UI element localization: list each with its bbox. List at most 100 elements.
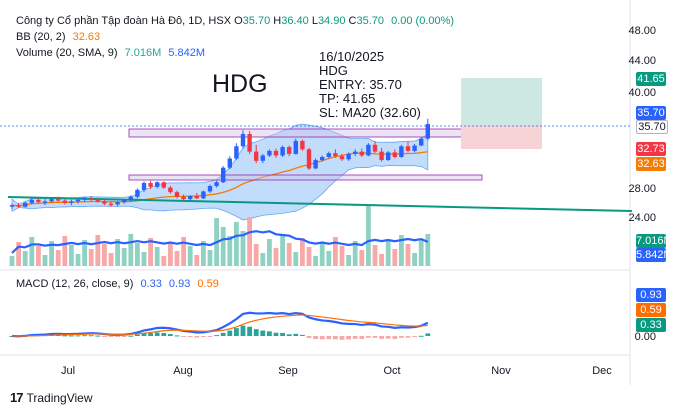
macd-histogram-bar [148, 332, 153, 336]
volume-bar [187, 246, 193, 266]
note-ticker: HDG [319, 63, 348, 78]
macd-histogram-bar [240, 325, 246, 336]
macd-histogram-bar [405, 336, 411, 338]
macd-signal-line [11, 314, 428, 337]
macd-histogram-bar [319, 336, 325, 340]
macd-histogram-bar [115, 336, 120, 337]
macd-histogram-bar [181, 336, 186, 337]
macd-histogram-bar [75, 335, 81, 337]
candle-body [62, 200, 67, 203]
candle-body [234, 146, 239, 159]
candle-body [135, 189, 140, 197]
legend-bb[interactable]: BB (20, 2) 32.63 [16, 30, 100, 44]
volume-bar [42, 255, 48, 266]
candle-body [23, 202, 28, 207]
volume-bar [240, 231, 246, 266]
volume-bar [62, 236, 68, 266]
macd-histogram-bar [379, 336, 384, 339]
macd-histogram-bar [339, 336, 345, 340]
macd-histogram-bar [194, 336, 200, 338]
volume-bar [102, 244, 107, 266]
ohlc-value: 36.40 [281, 15, 312, 27]
volume-bar [220, 227, 226, 266]
candle-body [405, 146, 411, 151]
volume-bar [148, 238, 153, 266]
macd-histogram-bar [385, 336, 391, 339]
macd-histogram-bar [326, 336, 332, 340]
candle-body [29, 199, 34, 203]
macd-histogram-bar [418, 335, 424, 337]
support-zone [128, 174, 483, 181]
volume-bar [9, 256, 15, 266]
candle-body [69, 201, 74, 203]
volume-bar [108, 253, 114, 266]
candle-body [399, 146, 404, 157]
volume-bar [372, 245, 378, 266]
macd-histogram-bar [168, 334, 173, 336]
volume-bar [22, 251, 28, 266]
volume-sma-value: 5.842M [168, 47, 206, 59]
candle-body [300, 140, 305, 150]
volume-badge: 7.016M [636, 234, 673, 248]
macd-histogram-bar [102, 336, 107, 337]
macd-histogram-bar [95, 335, 101, 337]
tradingview-brand[interactable]: 17 TradingView [10, 390, 93, 405]
candle-body [287, 147, 292, 154]
legend-macd[interactable]: MACD (12, 26, close, 9) 0.33 0.93 0.59 [16, 277, 219, 291]
macd-signal-badge: 0.93 [636, 288, 666, 302]
volume-bar [194, 255, 200, 266]
candle-body [56, 199, 61, 201]
candle-body [267, 150, 272, 156]
macd-histogram-bar [161, 332, 167, 336]
bb-mid-badge: 32.63 [636, 157, 666, 171]
macd-line-badge: 0.33 [636, 318, 666, 332]
volume-bar [55, 250, 61, 266]
volume-value: 7.016M [124, 47, 162, 59]
volume-bar [234, 222, 239, 266]
macd-histogram-bar [286, 334, 292, 336]
volume-bar [418, 239, 424, 266]
macd-histogram-bar [128, 335, 134, 337]
note-sl: SL: MA20 (32.60) [319, 105, 421, 120]
x-tick: Dec [592, 365, 612, 377]
big-ticker-label: HDG [212, 70, 268, 98]
candle-body [379, 151, 384, 161]
macd-histogram-bar [399, 336, 404, 338]
volume-bar [69, 245, 74, 266]
note-entry: ENTRY: 35.70 [319, 77, 402, 92]
x-tick: Nov [491, 365, 511, 377]
note-tp: TP: 41.65 [319, 91, 376, 106]
volume-bar [128, 234, 134, 266]
volume-bar [333, 237, 338, 266]
macd-histogram-bar [121, 336, 127, 337]
candle-body [188, 196, 193, 200]
ohlc-values: O35.70 H36.40 L34.90 C35.70 [234, 15, 387, 27]
volume-bar [75, 254, 81, 266]
candle-body [95, 199, 100, 202]
candle-body [313, 160, 318, 169]
macd-histogram-bar [88, 335, 94, 337]
candle-body [161, 182, 166, 188]
macd-histogram-bar [313, 336, 318, 340]
candle-body [194, 196, 199, 199]
trend-line [7, 196, 633, 212]
candle-body [42, 201, 48, 203]
volume-bar [280, 234, 285, 266]
volume-bar [174, 251, 180, 266]
candle-body [306, 149, 312, 169]
bollinger-band [11, 123, 429, 221]
macd-histogram-bar [293, 333, 299, 336]
candle-body [174, 192, 180, 197]
volume-bar [161, 256, 167, 266]
legend-volume[interactable]: Volume (20, SMA, 9) 7.016M 5.842M [16, 46, 205, 60]
macd-histogram-bar [300, 334, 305, 336]
candle-body [181, 196, 186, 200]
volume-bar [201, 241, 206, 266]
macd-histogram-bar [55, 334, 61, 336]
candle-body [326, 153, 331, 157]
candle-body [221, 167, 226, 183]
volume-bar [326, 251, 332, 266]
candle-body [148, 183, 153, 187]
ohlc-label: O [234, 15, 243, 27]
tradingview-logo-icon: 17 [10, 390, 24, 405]
